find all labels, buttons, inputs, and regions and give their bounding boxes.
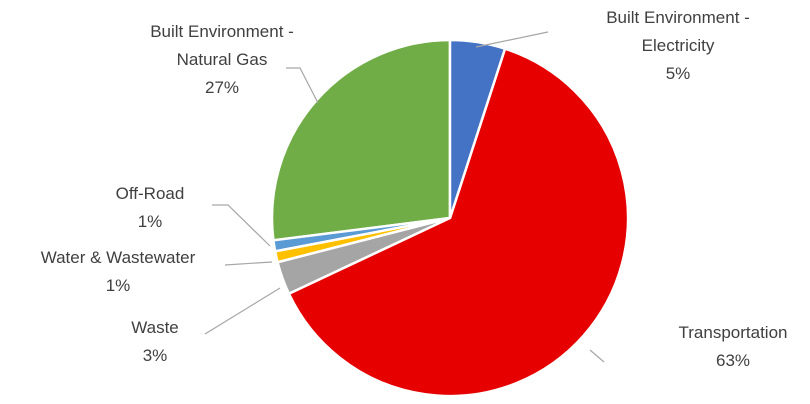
- data-label: Built Environment - Electricity 5%: [588, 4, 768, 88]
- leader-line: [212, 204, 271, 247]
- value-label: 63%: [715, 351, 751, 370]
- pie-slice: [448, 38, 507, 219]
- leader-line: [589, 349, 605, 363]
- data-label: Off-Road 1%: [60, 180, 240, 236]
- data-label: Water & Wastewater 1%: [28, 244, 208, 300]
- data-label: Transportation 63%: [643, 319, 810, 375]
- category-label: Transportation: [678, 323, 788, 342]
- leader-line: [475, 31, 549, 48]
- leader-line: [204, 287, 281, 335]
- data-label: Built Environment - Natural Gas 27%: [132, 18, 312, 102]
- value-label: 5%: [665, 64, 691, 83]
- category-label: Waste: [131, 318, 179, 337]
- category-label: Water & Wastewater: [40, 248, 196, 267]
- category-label: Off-Road: [115, 184, 185, 203]
- value-label: 1%: [137, 212, 163, 231]
- leader-line: [224, 261, 273, 266]
- value-label: 3%: [142, 346, 168, 365]
- category-label: Built Environment - Electricity: [606, 8, 750, 55]
- data-label: Waste 3%: [65, 314, 245, 370]
- value-label: 27%: [204, 78, 240, 97]
- pie-slice: [287, 47, 630, 398]
- category-label: Built Environment - Natural Gas: [150, 22, 294, 69]
- leader-line: [286, 67, 319, 104]
- value-label: 1%: [105, 276, 131, 295]
